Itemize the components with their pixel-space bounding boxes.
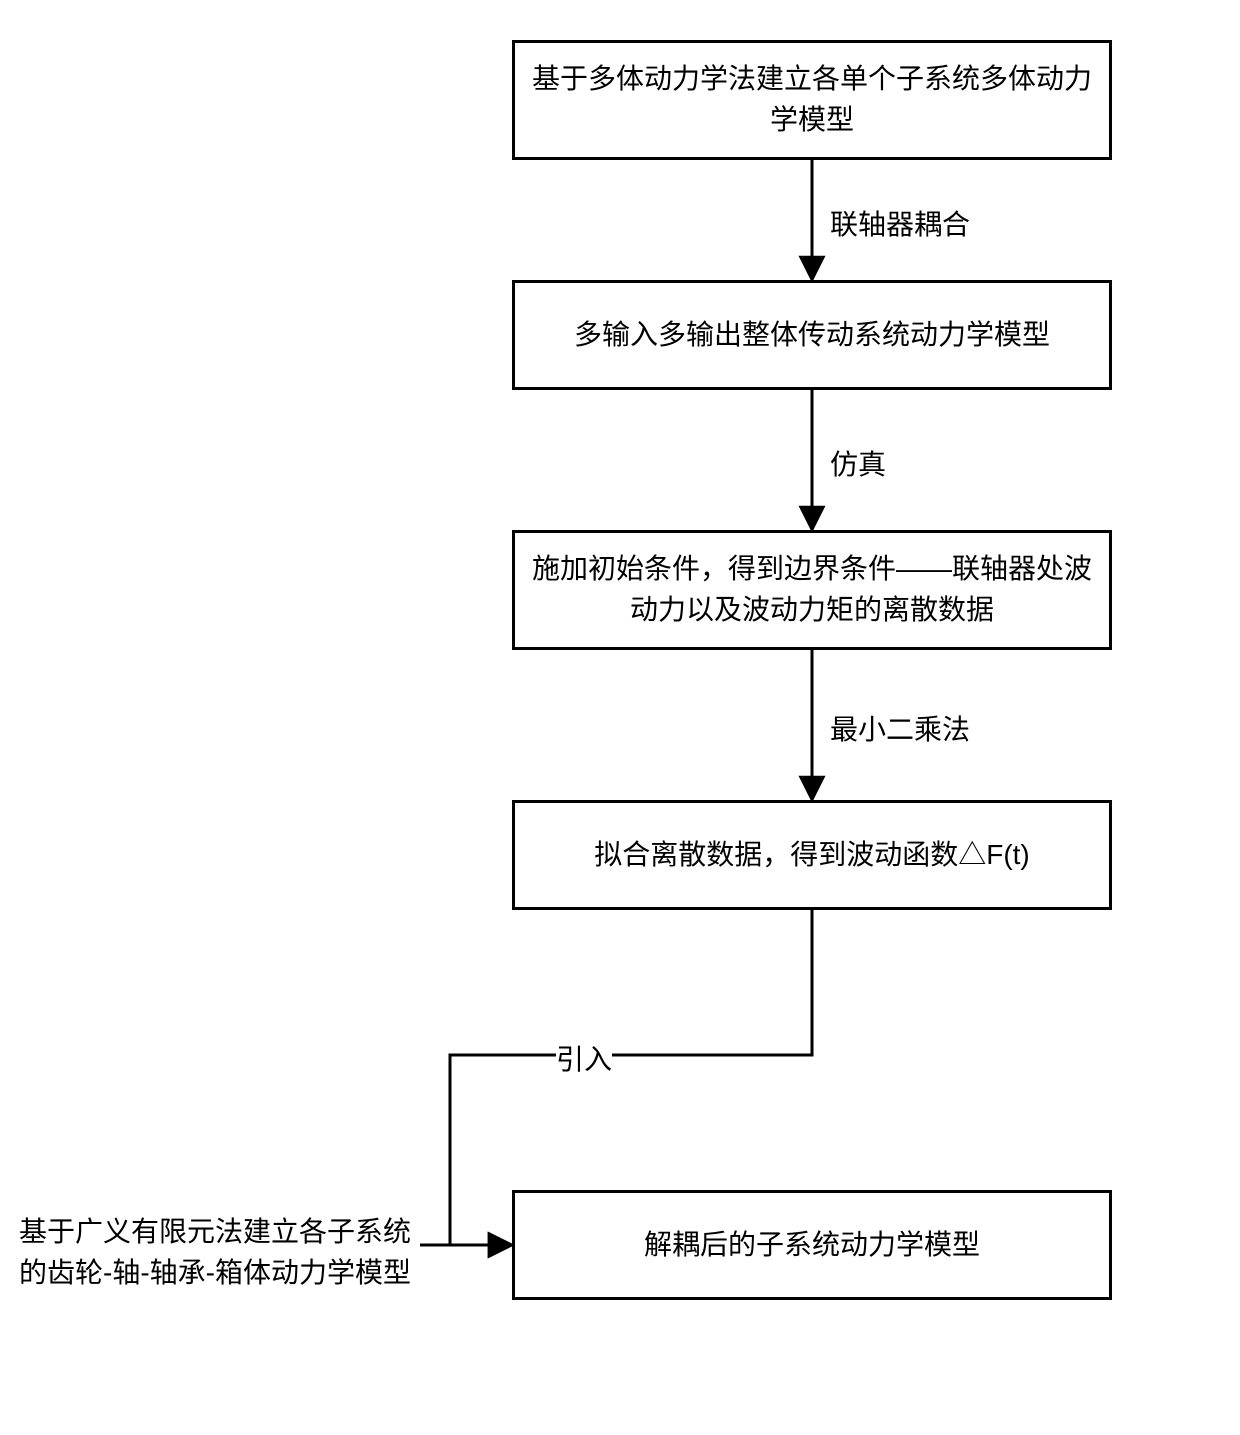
edge-label-lsq: 最小二乘法 xyxy=(830,708,970,748)
flow-node-3: 施加初始条件，得到边界条件——联轴器处波动力以及波动力矩的离散数据 xyxy=(512,530,1112,650)
flow-node-1: 基于多体动力学法建立各单个子系统多体动力学模型 xyxy=(512,40,1112,160)
node-text: 多输入多输出整体传动系统动力学模型 xyxy=(574,315,1050,356)
edge-label-coupling: 联轴器耦合 xyxy=(830,203,970,243)
node-text: 基于多体动力学法建立各单个子系统多体动力学模型 xyxy=(531,59,1093,140)
flow-node-2: 多输入多输出整体传动系统动力学模型 xyxy=(512,280,1112,390)
flow-node-4: 拟合离散数据，得到波动函数△F(t) xyxy=(512,800,1112,910)
node-text: 拟合离散数据，得到波动函数△F(t) xyxy=(594,835,1030,876)
external-input-label: 基于广义有限元法建立各子系统的齿轮-轴-轴承-箱体动力学模型 xyxy=(6,1212,424,1293)
edge-label-sim: 仿真 xyxy=(830,443,886,483)
node-text: 施加初始条件，得到边界条件——联轴器处波动力以及波动力矩的离散数据 xyxy=(531,549,1093,630)
edge-label-intro: 引入 xyxy=(556,1038,612,1078)
flow-node-5: 解耦后的子系统动力学模型 xyxy=(512,1190,1112,1300)
node-text: 解耦后的子系统动力学模型 xyxy=(644,1225,980,1266)
